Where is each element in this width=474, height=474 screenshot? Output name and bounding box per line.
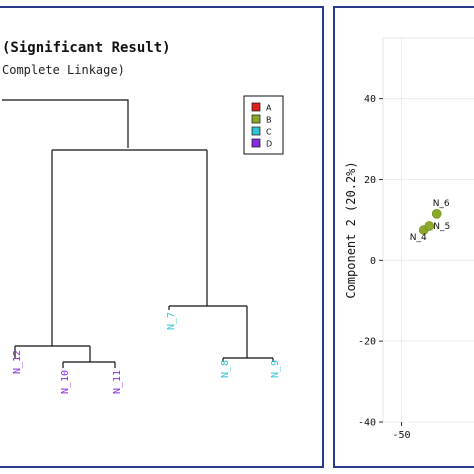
legend-box <box>243 95 284 155</box>
legend-swatch <box>251 102 261 112</box>
point-label: N_6 <box>433 199 450 209</box>
legend-swatch <box>251 114 261 124</box>
x-axis-ticks: -50 <box>392 422 411 441</box>
chart-title: (Significant Result) <box>2 40 171 56</box>
branch-d-pair <box>62 361 116 368</box>
legend-label: C <box>266 128 272 137</box>
leaf-label: N_10 <box>60 370 71 394</box>
y-tick-label: 40 <box>364 94 376 105</box>
dendrogram-leaf-labels: N_12 N_10 N_11 N_7 N_8 N_9 <box>12 312 281 394</box>
dendrogram-panel: (Significant Result) Complete Linkage) N… <box>0 6 324 468</box>
legend-swatch <box>251 126 261 136</box>
scatter-panel: 40 20 0 -20 -40 -50 Component 2 (20.2%) N_4 N… <box>333 6 474 468</box>
y-axis-ticks: 40 20 0 -20 -40 <box>358 94 383 429</box>
dendrogram-branches <box>2 99 274 368</box>
leaf-label: N_12 <box>12 350 23 374</box>
y-tick-label: -40 <box>358 418 376 429</box>
legend-label: B <box>266 116 272 125</box>
leaf-label: N_8 <box>220 360 231 378</box>
legend-swatch <box>251 138 261 148</box>
grid-lines <box>383 38 474 423</box>
legend-label: D <box>266 140 272 149</box>
branch-d-cluster <box>14 345 91 362</box>
branch-c-pair <box>222 357 274 362</box>
branch-root <box>2 99 129 148</box>
legend-label: A <box>266 104 272 113</box>
leaf-label: N_11 <box>112 370 123 394</box>
y-axis-label: Component 2 (20.2%) <box>344 161 358 298</box>
scatter-points: N_4 N_5 N_6 <box>410 199 451 243</box>
point-label: N_4 <box>410 233 427 243</box>
y-tick-label: 20 <box>364 175 376 186</box>
scatter-point <box>424 221 435 231</box>
branch-c-cluster <box>168 305 248 358</box>
chart-subtitle: Complete Linkage) <box>2 63 125 77</box>
x-tick-label: -50 <box>392 430 410 441</box>
branch-top <box>51 149 208 346</box>
scatter-point <box>431 209 442 219</box>
y-tick-label: -20 <box>358 337 376 348</box>
leaf-label: N_9 <box>270 360 281 378</box>
leaf-label: N_7 <box>166 312 177 330</box>
point-label: N_5 <box>433 222 450 232</box>
y-tick-label: 0 <box>370 256 376 267</box>
dendrogram-chart: (Significant Result) Complete Linkage) N… <box>2 40 284 394</box>
